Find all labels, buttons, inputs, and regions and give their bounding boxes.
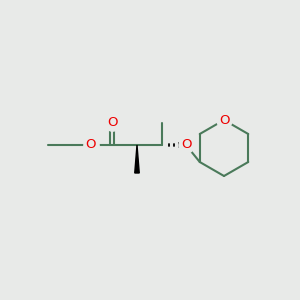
Polygon shape [135, 145, 139, 173]
Text: O: O [181, 139, 191, 152]
Text: O: O [219, 113, 229, 127]
Text: O: O [107, 116, 117, 130]
Text: O: O [86, 139, 96, 152]
